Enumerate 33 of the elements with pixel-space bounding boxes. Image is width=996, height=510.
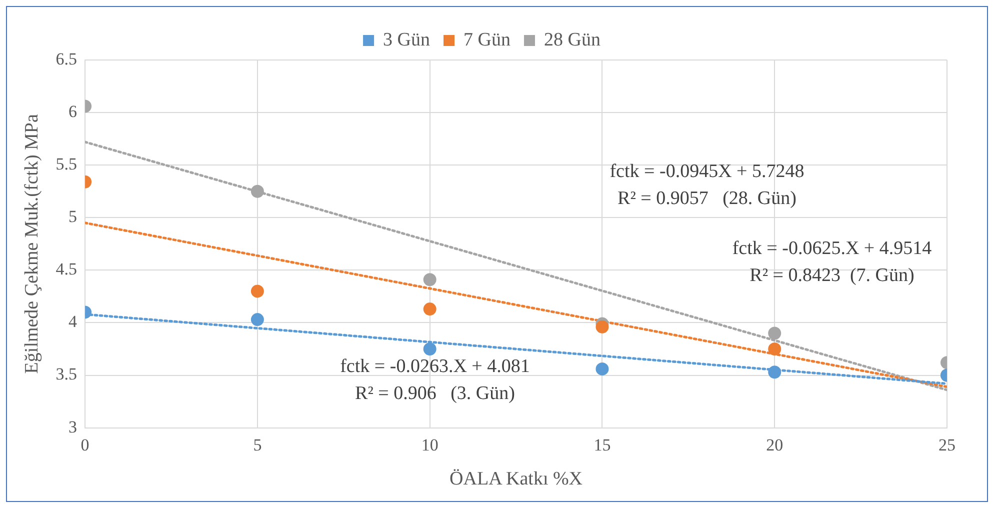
x-tick-label: 20 [766,435,784,454]
y-tick-label: 3 [68,417,78,436]
y-tick-label: 6 [68,102,78,122]
legend-label: 7 Gün [464,29,511,50]
y-tick-label: 4 [68,312,78,332]
annotation: fctk = -0.0945X + 5.7248 [610,160,804,182]
y-tick-label: 3.5 [56,364,78,384]
x-tick-label: 15 [594,435,611,454]
y-axis-title: Eğilmede Çekme Muk.(fctk) MPa [21,114,42,374]
legend-label: 28 Gün [544,29,601,50]
point [423,302,436,316]
point [768,342,782,356]
annotation: R² = 0.8423 (7. Gün) [750,264,914,286]
legend-label: 3 Gün [383,29,431,50]
y-tick-label: 6.5 [56,49,78,68]
annotation: fctk = -0.0625.X + 4.9514 [732,238,932,259]
point [423,273,436,286]
x-tick-label: 5 [253,435,262,454]
point [596,362,609,376]
point [596,320,609,334]
point [768,326,782,340]
annotation: R² = 0.9057 (28. Gün) [618,188,796,209]
x-tick-label: 0 [80,435,90,454]
point [423,342,436,356]
x-axis-title: ÖALA Katkı %X [450,468,583,490]
annotation: fctk = -0.0263.X + 4.081 [340,356,530,377]
x-tick-label: 10 [421,435,438,454]
annotation: R² = 0.906 (3. Gün) [355,382,515,404]
y-tick-label: 5.5 [56,154,78,174]
y-tick-label: 4.5 [56,260,78,279]
y-tick-label: 5 [68,207,78,226]
point [768,366,782,379]
x-tick-label: 25 [938,435,956,454]
